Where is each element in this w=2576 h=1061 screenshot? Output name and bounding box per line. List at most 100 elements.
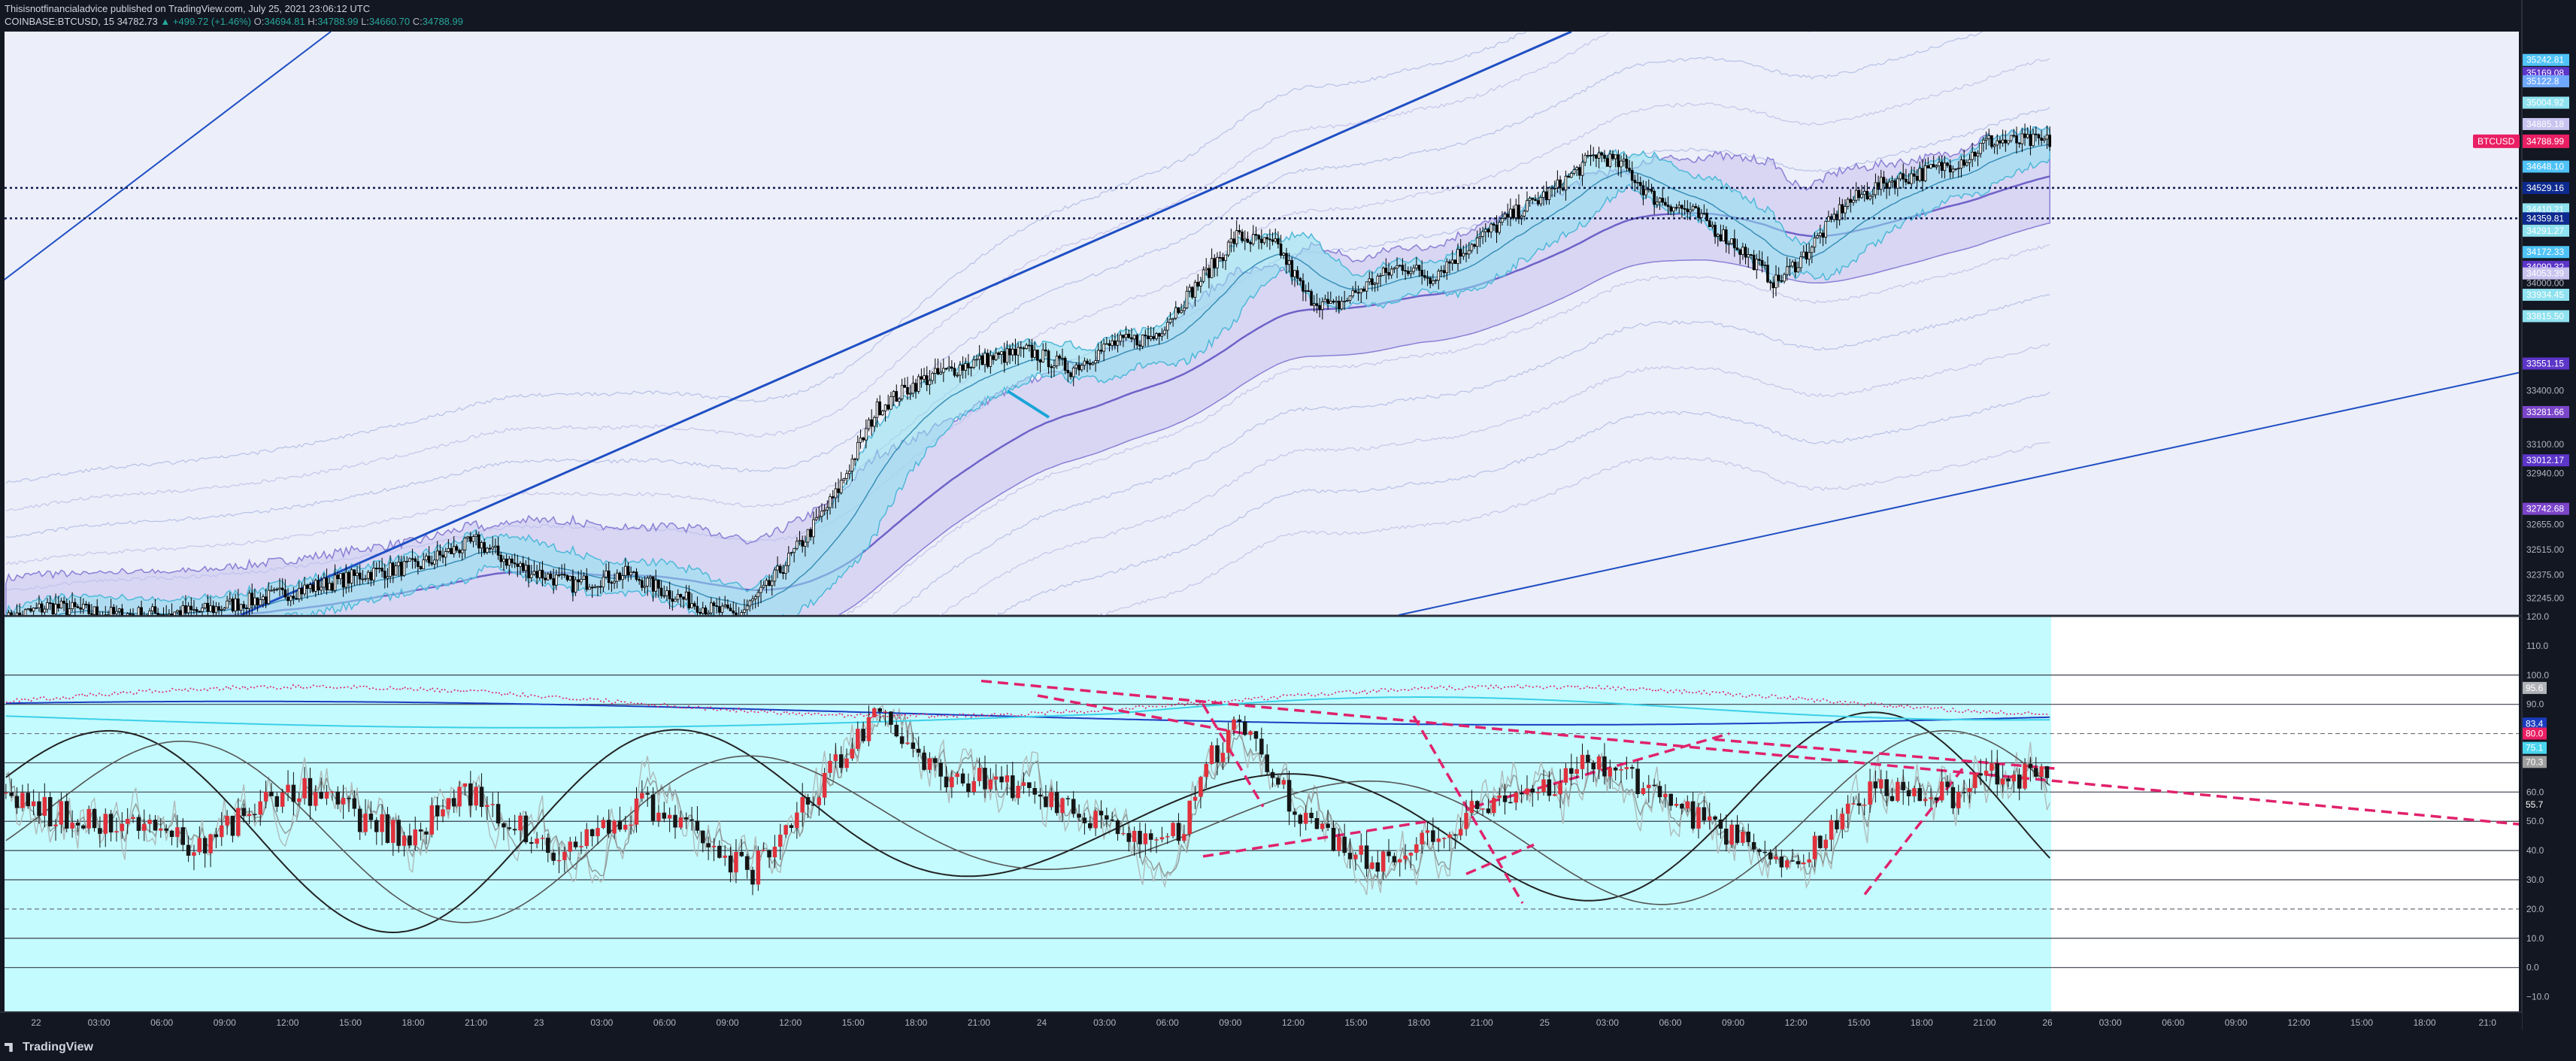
price-candle [1282,252,1286,259]
price-candle [1647,179,1650,193]
oscillator-candle [1441,837,1447,849]
price-candle [76,604,80,608]
oscillator-candle [136,814,141,839]
price-candle [659,580,663,599]
price-candle [1356,285,1360,302]
oscillator-candle [291,771,296,816]
price-candle [1926,157,1930,168]
price-candle [458,548,461,558]
ohlc-line: COINBASE:BTCUSD, 15 34782.73 ▲ +499.72 (… [5,16,463,27]
price-candle [466,535,469,542]
price-candle [1750,253,1753,259]
oscillator-candle [186,835,191,862]
oscillator-candle [269,783,274,796]
oscillator-candle [1962,779,1966,802]
price-candle [1982,137,1985,152]
price-candle [826,500,829,520]
price-candle [1940,156,1944,178]
price-candle [1448,259,1451,274]
price-candle [931,371,934,385]
oscillator-candle [2034,756,2038,779]
price-candle [1144,329,1147,347]
oscillator-candle [1474,799,1480,814]
price-candle [1232,231,1235,253]
price-candle [231,596,235,613]
oscillator-candle [429,797,435,838]
price-candle [1511,205,1515,220]
price-candle [690,593,693,608]
price-candle [1124,326,1128,341]
price-candle [839,471,843,495]
price-candle [280,577,284,596]
price-candle [1747,247,1750,268]
price-candle [1406,266,1410,277]
time-tick-label: 09:00 [2225,1017,2247,1028]
oscillator-candle [1342,823,1347,856]
price-candle [1705,208,1708,222]
price-candle [1338,296,1341,314]
oscillator-badge: 80.0 [2523,727,2547,740]
price-candle [59,597,63,609]
price-candle [186,602,190,615]
price-candle [1501,211,1504,226]
price-candle [1434,278,1438,284]
price-candle [366,570,370,585]
oscillator-candle [263,781,268,808]
price-candle [71,592,74,612]
price-candle [950,359,953,371]
oscillator-candle [966,773,971,798]
price-candle [679,593,683,608]
price-candle [132,608,135,615]
price-candle [831,490,835,509]
oscillator-candle [341,784,346,820]
oscillator-candle [828,753,832,778]
price-candle [460,540,464,561]
oscillator-candle [1674,797,1679,808]
oscillator-candle [1840,808,1845,838]
oscillator-candle [960,768,965,787]
price-candle [56,596,60,612]
oscillator-candle [1890,788,1895,802]
price-candle [1547,186,1551,205]
oscillator-candle [1829,814,1834,851]
price-badge: 34885.18 [2523,117,2569,130]
dashed-trendline [1412,715,1524,904]
price-candle [1932,156,1935,168]
oscillator-candle [391,817,395,856]
oscillator-candle [347,795,351,813]
price-candle [32,607,35,615]
price-candle [671,590,674,611]
published-line: Thisisnotfinancialadvice published on Tr… [5,3,371,14]
oscillator-candle [2006,775,2011,787]
price-candle [1905,168,1908,186]
price-candle [1791,259,1794,268]
oscillator-candle [1663,784,1668,808]
oscillator-candle [1990,750,1994,778]
envelope-line [5,32,1818,511]
oscillator-candle [750,866,755,896]
price-candle [817,506,821,521]
oscillator-candle [214,828,219,849]
oscillator-candle [817,796,822,816]
price-candle [792,547,796,562]
price-candle [1011,342,1014,362]
price-candle [1302,273,1305,302]
oscillator-candle [535,832,539,849]
price-candle [1080,364,1083,372]
oscillator-candle [1978,759,1983,785]
price-badge: 35004.92 [2523,96,2569,109]
oscillator-candle [540,835,545,850]
time-tick-label: 09:00 [214,1017,236,1028]
price-candle [865,419,868,449]
price-candle [140,600,143,615]
price-candle [245,605,248,615]
oscillator-candle [1088,816,1093,831]
oscillator-tick-label: 30.0 [2526,875,2544,885]
tradingview-brand[interactable]: TradingView [5,1041,93,1054]
price-candle [447,538,450,553]
price-candle [535,565,538,584]
price-candle [563,563,566,578]
price-candle [549,570,553,581]
price-candle [1956,161,1960,178]
price-candle [1404,263,1407,280]
